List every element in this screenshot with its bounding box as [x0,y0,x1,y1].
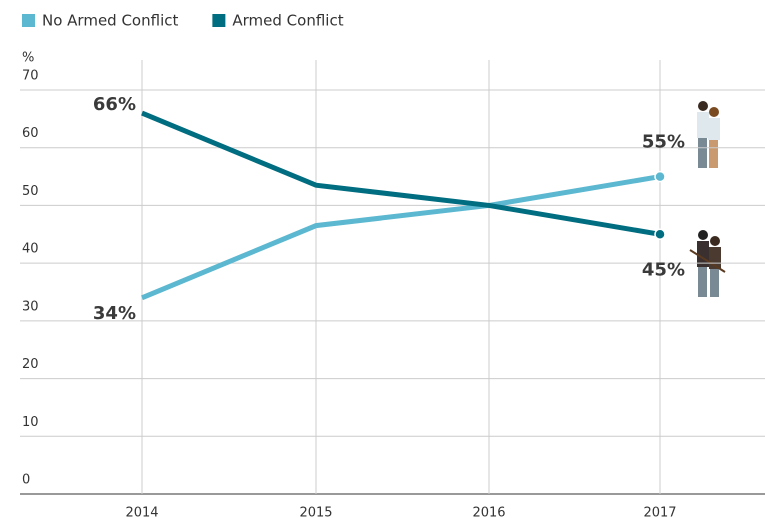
legend-label: Armed Conflict [232,12,343,30]
y-tick-label: 10 [22,415,39,430]
value-label: 34% [93,303,136,324]
icon-people [697,101,720,168]
y-tick-label: 30 [22,299,39,314]
y-tick-label: 20 [22,357,39,372]
legend-swatch [22,14,35,27]
value-label: 55% [642,132,685,153]
y-tick-label: 50 [22,184,39,199]
icon-people-armed [689,230,726,297]
y-tick-label: 0 [22,473,30,488]
legend-swatch [212,14,226,27]
y-axis-label: % [22,51,34,66]
y-tick-label: 40 [22,242,39,257]
y-tick-label: 70 [22,69,39,84]
end-dot [654,228,666,241]
end-dot [654,170,666,183]
x-tick-label: 2016 [472,506,505,518]
line [141,174,661,301]
value-label: 45% [642,259,685,280]
value-label: 66% [93,94,136,115]
line [141,110,661,237]
x-tick-label: 2017 [643,506,676,518]
x-tick-label: 2015 [299,506,332,518]
legend-label: No Armed Conflict [42,12,178,30]
x-tick-label: 2014 [125,506,158,518]
y-tick-label: 60 [22,126,39,141]
